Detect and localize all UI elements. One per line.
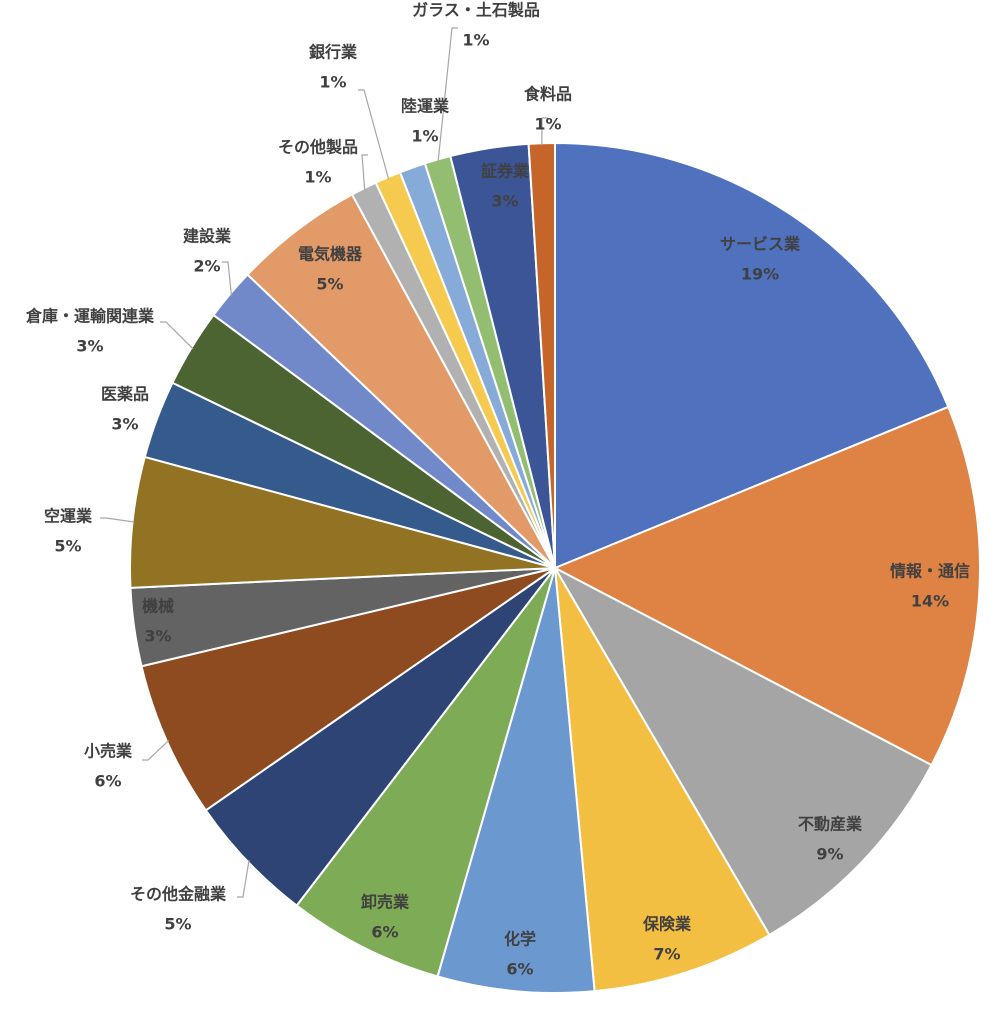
slice-category-label: 食料品	[523, 85, 572, 104]
pie-slice	[295, 567, 556, 978]
slice-value-label: 5%	[54, 537, 81, 556]
slice-value-label: 1%	[462, 31, 489, 50]
leader-line	[541, 117, 548, 146]
slice-value-label: 5%	[316, 275, 343, 294]
slice-category-label: 機械	[142, 597, 174, 616]
pie-slice	[140, 567, 556, 812]
slice-value-label: 3%	[111, 415, 138, 434]
slice-value-label: 6%	[371, 923, 398, 942]
pie-slice	[436, 567, 596, 994]
slice-value-label: 6%	[94, 772, 121, 791]
pie-slice	[552, 565, 933, 937]
slice-category-label: 化学	[504, 930, 536, 949]
slice-category-label: 小売業	[84, 742, 133, 761]
slice-value-label: 3%	[76, 337, 103, 356]
slice-category-label: 電気機器	[298, 245, 363, 264]
slice-value-label: 1%	[319, 73, 346, 92]
leader-line	[222, 261, 233, 296]
slice-value-label: 3%	[144, 627, 171, 646]
slice-value-label: 7%	[653, 945, 680, 964]
slice-value-label: 1%	[534, 115, 561, 134]
slice-value-label: 6%	[506, 960, 533, 979]
slice-category-label: その他製品	[278, 138, 358, 157]
slice-value-label: 3%	[491, 192, 518, 211]
pie-slice	[554, 141, 950, 570]
leader-line	[437, 27, 458, 162]
slice-category-label: 空運業	[44, 507, 93, 526]
slice-category-label: 建設業	[183, 227, 232, 246]
slice-category-label: 医薬品	[101, 385, 149, 404]
pie-slice	[554, 567, 771, 993]
leader-line	[142, 740, 170, 761]
slice-value-label: 1%	[411, 127, 438, 146]
pie-slice	[552, 405, 981, 767]
slice-category-label: 陸運業	[401, 97, 450, 116]
leader-line	[358, 89, 390, 180]
leader-line	[361, 154, 368, 191]
leader-line	[237, 859, 250, 898]
slice-value-label: 2%	[193, 257, 220, 276]
slice-category-label: 情報・通信	[890, 562, 970, 581]
leader-line	[160, 321, 194, 350]
leader-line	[100, 517, 135, 523]
slice-category-label: 銀行業	[309, 43, 358, 62]
slice-category-label: 証券業	[481, 162, 530, 181]
slice-value-label: 19%	[741, 265, 779, 284]
slice-category-label: サービス業	[720, 235, 801, 254]
slice-value-label: 9%	[816, 845, 843, 864]
slice-category-label: 卸売業	[361, 893, 410, 912]
slice-value-label: 5%	[164, 915, 191, 934]
slice-category-label: 不動産業	[798, 815, 863, 834]
slice-value-label: 14%	[911, 592, 949, 611]
slice-category-label: 倉庫・運輸関連業	[25, 307, 155, 326]
slice-category-label: ガラス・土石製品	[412, 1, 540, 20]
slice-category-label: その他金融業	[130, 885, 227, 904]
slice-category-label: 保険業	[642, 915, 692, 934]
slice-value-label: 1%	[304, 168, 331, 187]
